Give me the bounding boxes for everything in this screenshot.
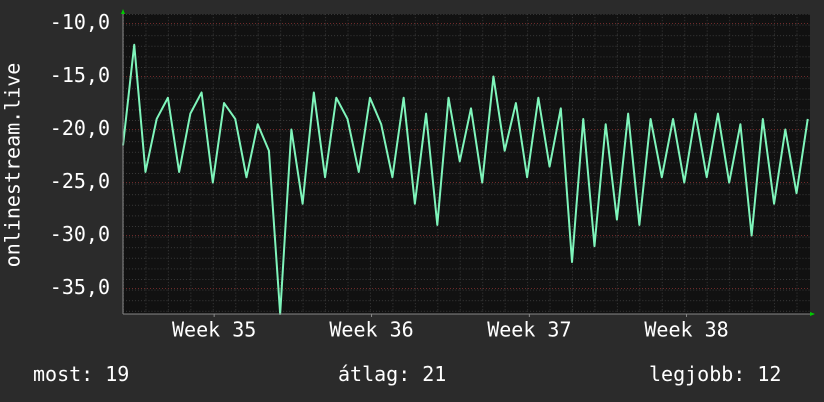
plot (122, 43, 809, 315)
x-tick-label: Week 36 (329, 318, 413, 342)
x-tick-label: Week 37 (487, 318, 571, 342)
y-tick-label: -10,0 (50, 10, 110, 34)
x-tick-label: Week 38 (644, 318, 728, 342)
labels: -10,0 -15,0 -20,0 -25,0 -30,0 -35,0 Week 35 Wee… (33, 10, 781, 385)
data-line (122, 43, 809, 315)
y-tick-label: -20,0 (50, 116, 110, 140)
y-tick-label: -25,0 (50, 169, 110, 193)
stat: most: 19 (33, 362, 129, 386)
stat-value: 12 (757, 362, 781, 386)
y-tick-label: -15,0 (50, 63, 110, 87)
stat: átlag: 21 (338, 362, 446, 386)
y-tick-label: -35,0 (50, 275, 110, 299)
stat-label: most: (33, 362, 93, 386)
x-tick-label: Week 35 (172, 318, 256, 342)
minor-grid (123, 14, 810, 314)
axis-arrow (810, 312, 815, 316)
stat: legjobb: 12 (649, 362, 781, 386)
stat-label: átlag: (338, 362, 410, 386)
axis-arrow (121, 9, 125, 14)
y-axis-title: onlinestream.live (1, 63, 25, 268)
stat-value: 21 (422, 362, 446, 386)
stat-label: legjobb: (649, 362, 745, 386)
stat-value: 19 (105, 362, 129, 386)
y-tick-label: -30,0 (50, 222, 110, 246)
